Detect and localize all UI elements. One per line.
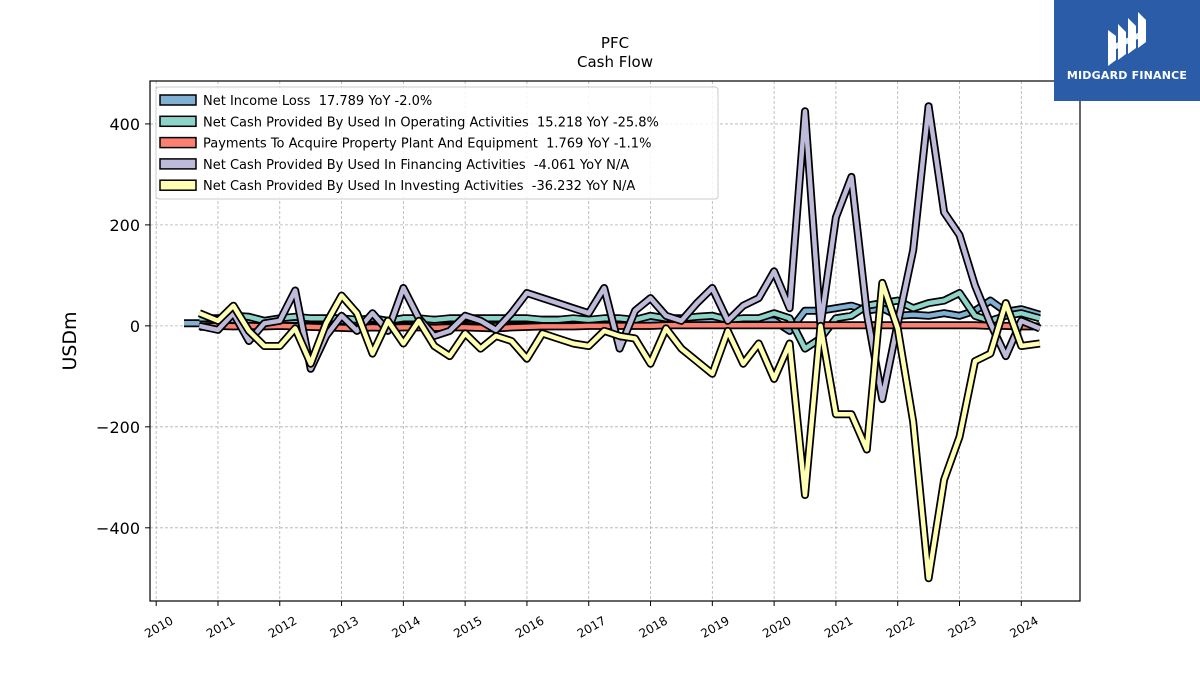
x-tick-label: 2024 [1007,613,1040,640]
legend-entry: Net Cash Provided By Used In Operating A… [203,115,659,130]
series-line-4 [197,278,1041,583]
plot-area-frame [149,80,1081,602]
y-axis-label: USDm [59,311,81,370]
x-tick-label: 2021 [822,613,855,640]
x-tick-label: 2012 [266,613,299,640]
x-tick-label: 2013 [328,613,361,640]
x-tick-label: 2018 [637,613,670,640]
x-tick-label: 2014 [389,613,422,640]
legend-swatch [159,158,197,170]
x-tick-label: 2017 [575,613,608,640]
x-tick-label: 2015 [451,613,484,640]
x-tick-label: 2019 [698,613,731,640]
y-tick-label: 200 [109,216,140,235]
legend-swatch [159,94,197,106]
x-tick-label: 2020 [760,613,793,640]
legend: Net Income Loss 17.789 YoY -2.0% Net Cash… [155,86,719,200]
series-stroke [198,280,1041,581]
x-tick-label: 2023 [946,613,979,640]
legend-entry: Payments To Acquire Property Plant And E… [203,137,651,152]
legend-swatch [159,179,197,191]
x-tick-label: 2010 [142,613,175,640]
legend-swatch [159,136,197,149]
legend-swatch [159,115,197,128]
legend-frame [155,86,719,200]
chart-subtitle: Cash Flow [577,53,653,71]
legend-entry: Net Income Loss 17.789 YoY -2.0% [203,94,432,109]
brand-name: MIDGARD FINANCE [1066,69,1188,82]
midgard-logo-icon [1108,12,1146,66]
brand-logo: MIDGARD FINANCE [1054,0,1200,101]
x-tick-label: 2016 [513,613,546,640]
y-tick-label: 400 [109,115,140,134]
y-tick-label: −400 [96,519,140,538]
y-tick-label: −200 [96,418,140,437]
chart-title: PFC [601,34,629,52]
x-tick-label: 2011 [204,613,237,640]
x-tick-label: 2022 [884,613,917,640]
legend-entry: Net Cash Provided By Used In Financing A… [203,158,629,173]
legend-entry: Net Cash Provided By Used In Investing A… [203,179,635,194]
series-lines [184,102,1042,583]
y-tick-label: 0 [130,317,140,336]
